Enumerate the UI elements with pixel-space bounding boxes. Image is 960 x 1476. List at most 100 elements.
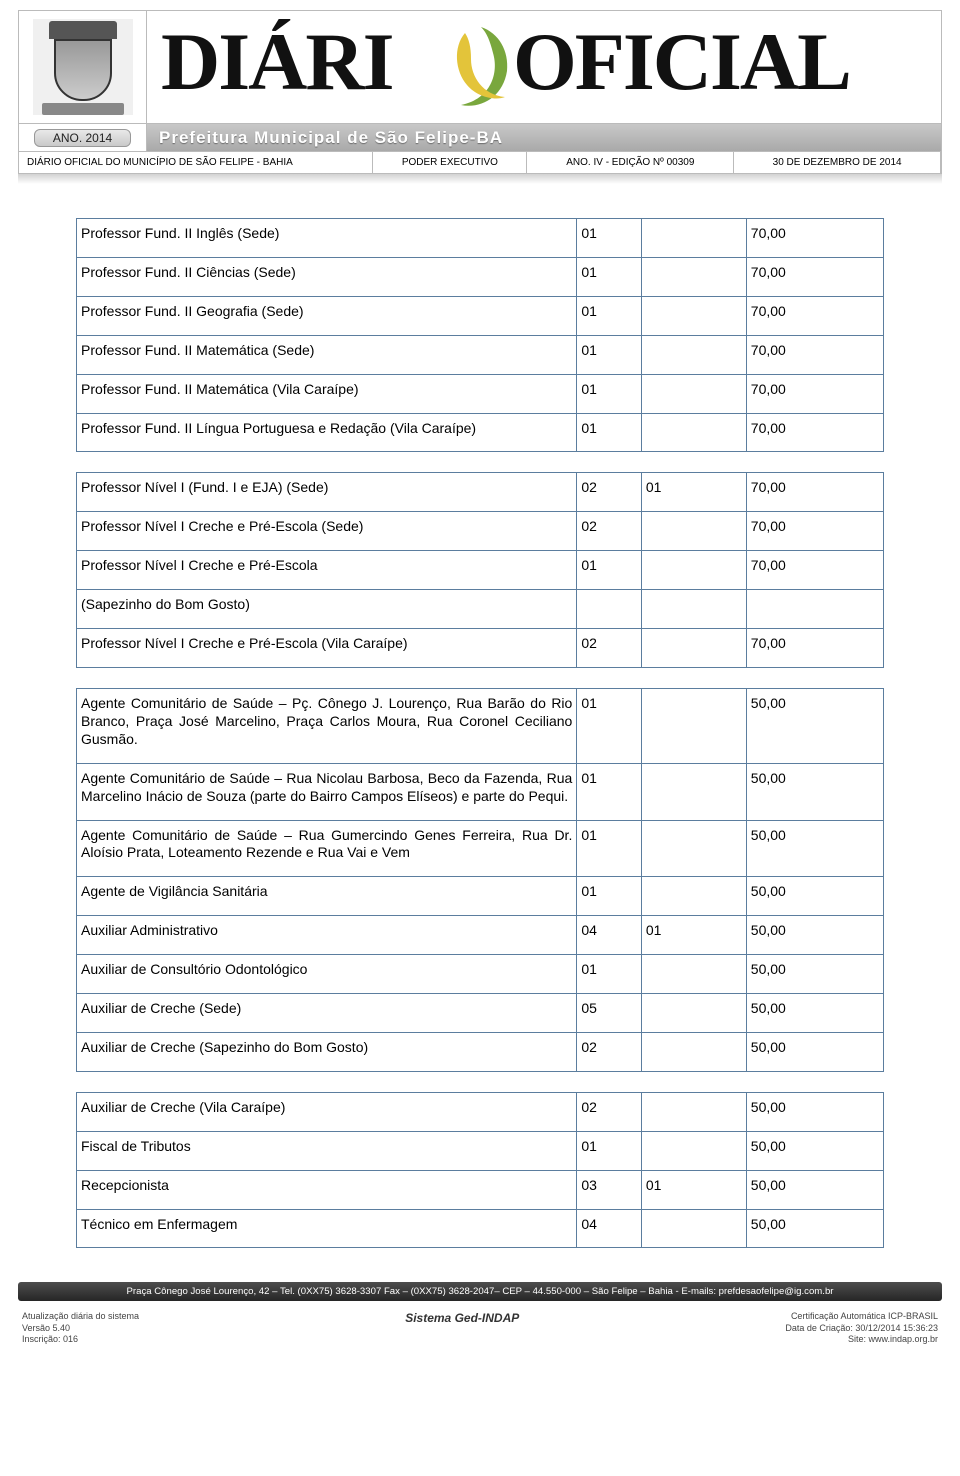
cell-value: 70,00 bbox=[746, 219, 883, 258]
cell-col-b bbox=[641, 955, 746, 994]
table-row: Agente de Vigilância Sanitária0150,00 bbox=[77, 877, 884, 916]
info-cell-branch: PODER EXECUTIVO bbox=[373, 152, 527, 173]
cell-description: Professor Nível I Creche e Pré-Escola (V… bbox=[77, 629, 577, 668]
table-row: Professor Fund. II Matemática (Sede)0170… bbox=[77, 335, 884, 374]
cell-col-a: 04 bbox=[577, 916, 642, 955]
cell-value: 50,00 bbox=[746, 820, 883, 877]
cell-value: 50,00 bbox=[746, 1131, 883, 1170]
cell-value: 50,00 bbox=[746, 688, 883, 763]
table-row: Técnico em Enfermagem0450,00 bbox=[77, 1209, 884, 1248]
cell-col-a bbox=[577, 590, 642, 629]
cell-col-a: 04 bbox=[577, 1209, 642, 1248]
cell-value: 50,00 bbox=[746, 1170, 883, 1209]
cell-col-a: 01 bbox=[577, 374, 642, 413]
masthead-title: DIÁRI OFICIAL bbox=[147, 11, 941, 123]
cell-description: Professor Nível I (Fund. I e EJA) (Sede) bbox=[77, 473, 577, 512]
cell-col-a: 02 bbox=[577, 1032, 642, 1071]
cell-description: Professor Nível I Creche e Pré-Escola (S… bbox=[77, 512, 577, 551]
cell-description: Professor Fund. II Matemática (Vila Cara… bbox=[77, 374, 577, 413]
cell-col-a: 05 bbox=[577, 994, 642, 1033]
table-row: Professor Fund. II Matemática (Vila Cara… bbox=[77, 374, 884, 413]
table-row: Professor Fund. II Inglês (Sede)01 70,00 bbox=[77, 219, 884, 258]
table-spacer bbox=[77, 1071, 884, 1092]
cell-col-a: 02 bbox=[577, 512, 642, 551]
cell-col-b bbox=[641, 1032, 746, 1071]
table-row: Auxiliar de Creche (Vila Caraípe)0250,00 bbox=[77, 1092, 884, 1131]
cell-col-b: 01 bbox=[641, 473, 746, 512]
cell-col-b bbox=[641, 257, 746, 296]
cell-description: Agente Comunitário de Saúde – Rua Gumerc… bbox=[77, 820, 577, 877]
cell-description: Auxiliar de Consultório Odontológico bbox=[77, 955, 577, 994]
cell-value: 70,00 bbox=[746, 296, 883, 335]
cell-description: Agente Comunitário de Saúde – Rua Nicola… bbox=[77, 763, 577, 820]
cell-description: (Sapezinho do Bom Gosto) bbox=[77, 590, 577, 629]
cell-description: Professor Fund. II Matemática (Sede) bbox=[77, 335, 577, 374]
table-row: Auxiliar de Consultório Odontológico01 50… bbox=[77, 955, 884, 994]
info-cell-date: 30 DE DEZEMBRO DE 2014 bbox=[734, 152, 941, 173]
cell-col-b bbox=[641, 629, 746, 668]
masthead: DIÁRI OFICIAL ANO. 2014 Prefeitura Munic… bbox=[18, 10, 942, 174]
cell-value bbox=[746, 590, 883, 629]
cell-col-a: 01 bbox=[577, 219, 642, 258]
cell-col-b bbox=[641, 1131, 746, 1170]
cell-description: Auxiliar Administrativo bbox=[77, 916, 577, 955]
cell-value: 50,00 bbox=[746, 763, 883, 820]
cell-col-a: 01 bbox=[577, 296, 642, 335]
cell-description: Auxiliar de Creche (Sapezinho do Bom Gos… bbox=[77, 1032, 577, 1071]
table-row: Agente Comunitário de Saúde – Rua Nicola… bbox=[77, 763, 884, 820]
cell-value: 50,00 bbox=[746, 955, 883, 994]
info-cell-source: DIÁRIO OFICIAL DO MUNICÍPIO DE SÃO FELIP… bbox=[19, 152, 373, 173]
table-row: Agente Comunitário de Saúde – Rua Gumerc… bbox=[77, 820, 884, 877]
cell-description: Agente Comunitário de Saúde – Pç. Cônego… bbox=[77, 688, 577, 763]
positions-table: Professor Fund. II Inglês (Sede)0170,00P… bbox=[76, 218, 884, 1248]
cell-col-a: 01 bbox=[577, 1131, 642, 1170]
table-row: (Sapezinho do Bom Gosto) bbox=[77, 590, 884, 629]
svg-text:OFICIAL: OFICIAL bbox=[513, 19, 850, 107]
info-cell-edition: ANO. IV - EDIÇÃO Nº 00309 bbox=[527, 152, 734, 173]
diario-oficial-logo-icon: DIÁRI OFICIAL bbox=[161, 19, 941, 115]
cell-value: 50,00 bbox=[746, 916, 883, 955]
cell-col-a: 02 bbox=[577, 629, 642, 668]
footer-meta: Atualização diária do sistema Versão 5.4… bbox=[18, 1301, 942, 1345]
table-spacer bbox=[77, 452, 884, 473]
cell-value: 70,00 bbox=[746, 335, 883, 374]
table-row: Auxiliar de Creche (Sede)05 50,00 bbox=[77, 994, 884, 1033]
cell-col-b: 01 bbox=[641, 1170, 746, 1209]
footer-right-2: Data de Criação: 30/12/2014 15:36:23 bbox=[785, 1323, 938, 1334]
cell-description: Professor Fund. II Inglês (Sede) bbox=[77, 219, 577, 258]
cell-col-b bbox=[641, 512, 746, 551]
cell-col-b: 01 bbox=[641, 916, 746, 955]
table-row: Fiscal de Tributos0150,00 bbox=[77, 1131, 884, 1170]
cell-col-a: 03 bbox=[577, 1170, 642, 1209]
cell-value: 70,00 bbox=[746, 374, 883, 413]
cell-description: Auxiliar de Creche (Vila Caraípe) bbox=[77, 1092, 577, 1131]
cell-value: 70,00 bbox=[746, 257, 883, 296]
table-row: Recepcionista030150,00 bbox=[77, 1170, 884, 1209]
cell-col-b bbox=[641, 551, 746, 590]
cell-col-b bbox=[641, 820, 746, 877]
cell-col-a: 01 bbox=[577, 955, 642, 994]
cell-col-b bbox=[641, 688, 746, 763]
footer-left-2: Versão 5.40 bbox=[22, 1323, 139, 1334]
footer-right-3: Site: www.indap.org.br bbox=[785, 1334, 938, 1345]
cell-col-b bbox=[641, 335, 746, 374]
cell-description: Professor Fund. II Língua Portuguesa e R… bbox=[77, 413, 577, 452]
cell-value: 70,00 bbox=[746, 551, 883, 590]
table-row: Professor Nível I Creche e Pré-Escola (V… bbox=[77, 629, 884, 668]
cell-description: Professor Fund. II Geografia (Sede) bbox=[77, 296, 577, 335]
table-row: Professor Fund. II Geografia (Sede)01 70,… bbox=[77, 296, 884, 335]
cell-value: 50,00 bbox=[746, 994, 883, 1033]
cell-description: Professor Nível I Creche e Pré-Escola bbox=[77, 551, 577, 590]
cell-description: Auxiliar de Creche (Sede) bbox=[77, 994, 577, 1033]
cell-value: 50,00 bbox=[746, 877, 883, 916]
cell-col-a: 01 bbox=[577, 763, 642, 820]
table-row: Professor Fund. II Ciências (Sede)0170,0… bbox=[77, 257, 884, 296]
cell-col-b bbox=[641, 1092, 746, 1131]
cell-col-a: 02 bbox=[577, 473, 642, 512]
cell-col-a: 01 bbox=[577, 820, 642, 877]
header-info-row: DIÁRIO OFICIAL DO MUNICÍPIO DE SÃO FELIP… bbox=[19, 151, 941, 173]
table-spacer bbox=[77, 667, 884, 688]
crest-container bbox=[19, 11, 147, 123]
cell-col-b bbox=[641, 590, 746, 629]
cell-value: 50,00 bbox=[746, 1032, 883, 1071]
